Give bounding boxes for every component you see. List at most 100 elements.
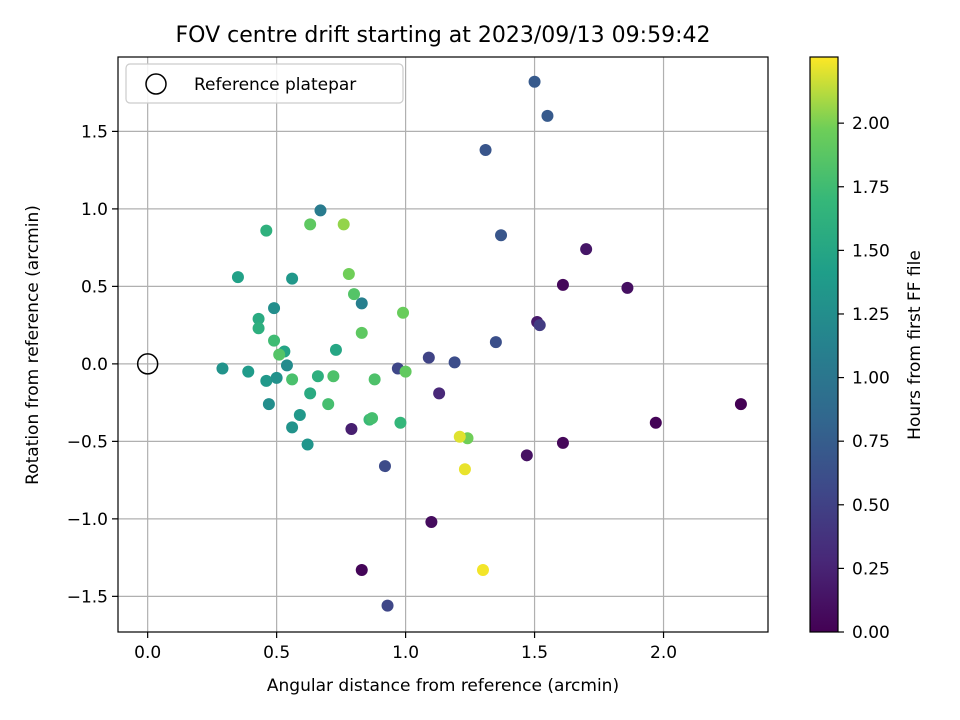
data-point [262,398,275,411]
colorbar-tick-label: 2.00 [852,114,890,134]
data-point [397,306,410,319]
plot-area-frame [117,56,769,633]
data-point [433,387,446,400]
data-point [580,243,593,256]
data-point [345,422,358,435]
data-point [280,359,293,372]
y-tick-label: −1.5 [67,587,108,607]
data-point [649,416,662,429]
legend-marker-icon [145,73,167,95]
data-point [541,109,554,122]
x-tick-label: 0.5 [263,643,290,663]
y-tick-label: −0.5 [67,432,108,452]
data-point [533,319,546,332]
data-point [556,436,569,449]
data-point [448,356,461,369]
data-point [268,334,281,347]
colorbar-label: Hours from first FF file [905,250,925,440]
data-point [556,278,569,291]
data-point [337,218,350,231]
colorbar-tick-label: 0.25 [852,559,890,579]
colorbar-tick-label: 1.50 [852,241,890,261]
reference-platepar-marker [136,353,159,375]
data-point [322,398,335,411]
y-axis-label: Rotation from reference (arcmin) [23,205,43,485]
colorbar: 0.00 0.25 0.50 0.75 1.00 1.25 1.50 1.75 2.00 Hou… [809,56,925,643]
legend: Reference platepar [125,63,404,104]
data-point [355,326,368,339]
data-point [381,599,394,612]
data-point [453,430,466,443]
colorbar-tick-label: 1.25 [852,305,890,325]
x-axis-ticks: 0.0 0.5 1.0 1.5 2.0 [134,632,677,663]
data-point [425,515,438,528]
colorbar-tick-label: 0.50 [852,496,890,516]
colorbar-tick-label: 1.00 [852,369,890,389]
data-points [136,75,747,612]
y-tick-label: 0.0 [81,355,108,375]
colorbar-tick-label: 0.00 [852,623,890,643]
data-point [329,343,342,356]
x-tick-label: 1.5 [521,643,548,663]
data-point [311,370,324,383]
data-point [520,449,533,462]
legend-box [125,63,404,104]
data-point [286,272,299,285]
x-tick-label: 1.0 [392,643,419,663]
data-point [216,362,229,375]
data-point [301,438,314,451]
data-point [399,365,412,378]
data-point [327,370,340,383]
data-point [293,409,306,422]
legend-entry: Reference platepar [194,75,356,95]
data-point [348,288,361,301]
y-axis-ticks: −1.5 −1.0 −0.5 0.0 0.5 1.0 1.5 [67,122,118,607]
x-axis-label: Angular distance from reference (arcmin) [267,676,619,696]
data-point [304,218,317,231]
data-point [252,322,265,335]
data-point [286,373,299,386]
colorbar-ticks: 0.00 0.25 0.50 0.75 1.00 1.25 1.50 1.75 2.00 [838,114,890,643]
data-point [270,371,283,384]
grid-lines [118,57,768,632]
data-point [314,204,327,217]
y-tick-label: 0.5 [81,277,108,297]
data-point [273,348,286,361]
chart-title: FOV centre drift starting at 2023/09/13 … [176,23,711,48]
data-point [355,564,368,577]
data-point [260,374,273,387]
data-point [479,143,492,156]
colorbar-frame [809,56,839,633]
data-point [368,373,381,386]
data-point [342,267,355,280]
data-point [268,302,281,315]
x-tick-label: 2.0 [650,643,677,663]
data-point [734,398,747,411]
data-point [378,460,391,473]
data-point [366,412,379,425]
data-point [422,351,435,364]
data-point [286,421,299,434]
colorbar-tick-label: 0.75 [852,432,890,452]
colorbar-gradient [810,57,838,632]
data-point [394,416,407,429]
data-point [476,564,489,577]
data-point [304,387,317,400]
data-point [458,463,471,476]
data-point [260,224,273,237]
data-point [242,365,255,378]
colorbar-tick-label: 1.75 [852,178,890,198]
data-point [252,312,265,325]
y-tick-label: −1.0 [67,510,108,530]
y-tick-label: 1.0 [81,200,108,220]
x-tick-label: 0.0 [134,643,161,663]
y-tick-label: 1.5 [81,122,108,142]
data-point [528,75,541,88]
data-point [231,271,244,284]
data-point [495,229,508,242]
data-point [355,297,368,310]
data-point [621,281,634,294]
data-point [489,336,502,349]
